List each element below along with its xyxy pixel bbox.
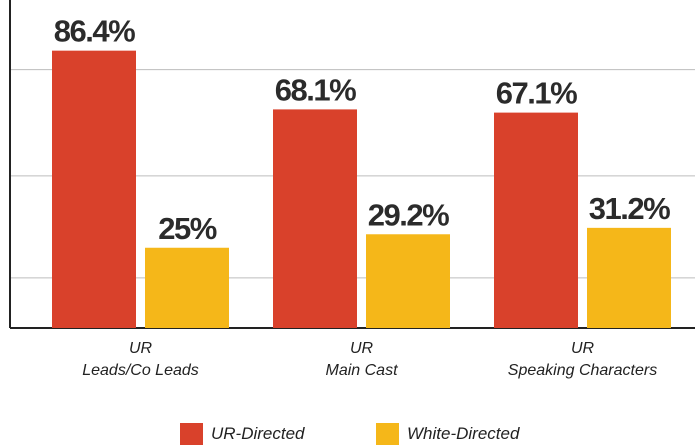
value-label: 68.1% <box>275 72 356 107</box>
bar <box>366 234 450 328</box>
value-label: 25% <box>158 211 216 246</box>
legend-swatch <box>376 423 399 445</box>
legend-swatch <box>180 423 203 445</box>
bar <box>145 247 229 328</box>
x-tick-label: UR Speaking Characters <box>507 340 658 379</box>
bar <box>52 50 136 328</box>
value-label: 31.2% <box>589 191 670 226</box>
legend-label: White-Directed <box>407 424 520 443</box>
value-label: 67.1% <box>496 76 577 111</box>
bar <box>273 109 357 328</box>
x-tick-label: UR Main Cast <box>325 340 398 379</box>
bar <box>494 112 578 328</box>
x-tick-label: UR Leads/Co Leads <box>82 340 199 379</box>
legend-label: UR-Directed <box>211 424 305 443</box>
value-label: 29.2% <box>368 197 449 232</box>
value-label: 86.4% <box>54 14 135 49</box>
bar <box>587 227 671 328</box>
